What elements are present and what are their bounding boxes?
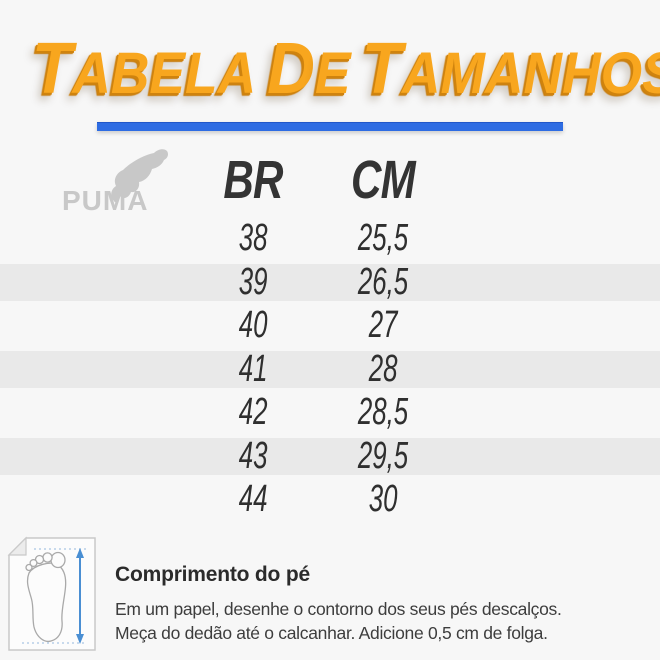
table-row: 40 27 [0, 304, 660, 348]
foot-measure-svg [7, 536, 96, 651]
column-header-br: BR [198, 149, 308, 211]
br-size-value: 43 [238, 434, 268, 477]
size-table: 38 25,5 39 26,5 40 27 41 28 42 28,5 43 2… [0, 217, 660, 522]
table-row: 41 28 [0, 347, 660, 392]
column-header-cm: CM [328, 149, 438, 211]
puma-logo-svg: PUMA [62, 149, 168, 216]
br-size-cell: 39 [198, 261, 308, 305]
cm-size-value: 30 [368, 478, 398, 521]
table-row: 44 30 [0, 478, 660, 522]
br-size-cell: 43 [198, 435, 308, 479]
cm-size-value: 29,5 [357, 434, 409, 477]
cm-size-cell: 27 [328, 304, 438, 348]
br-size-value: 38 [238, 217, 268, 260]
cm-size-cell: 26,5 [328, 261, 438, 305]
page-title: Tabela de Tamanhos [26, 29, 660, 110]
cm-size-cell: 30 [328, 478, 438, 522]
measure-arrow-icon [22, 548, 86, 644]
puma-logo: PUMA [52, 148, 177, 220]
cm-size-value: 28 [368, 347, 398, 390]
br-size-value: 41 [238, 347, 268, 390]
cm-size-cell: 25,5 [328, 217, 438, 261]
paper-fold-corner [7, 536, 27, 556]
br-size-value: 40 [238, 304, 268, 347]
cm-size-value: 27 [368, 304, 398, 347]
br-size-cell: 40 [198, 304, 308, 348]
title-word: Tabela [31, 29, 257, 109]
puma-wordmark: PUMA [62, 185, 148, 216]
br-size-value: 44 [238, 478, 268, 521]
cm-size-value: 25,5 [357, 217, 409, 260]
foot-outline [25, 551, 67, 643]
br-size-value: 39 [238, 260, 268, 303]
measuring-instructions: Comprimento do pé Em um papel, desenhe o… [115, 563, 655, 645]
column-header-br-label: BR [223, 150, 283, 210]
column-header-cm-label: CM [351, 150, 416, 210]
title-word: de [267, 29, 351, 109]
br-size-cell: 42 [198, 391, 308, 435]
instructions-line: Em um papel, desenhe o contorno dos seus… [115, 599, 562, 619]
table-row: 42 28,5 [0, 391, 660, 435]
title-word: Tamanhos [361, 29, 660, 109]
cm-size-cell: 29,5 [328, 435, 438, 479]
cm-size-cell: 28,5 [328, 391, 438, 435]
br-size-cell: 38 [198, 217, 308, 261]
title-underline [97, 122, 563, 131]
br-size-cell: 41 [198, 348, 308, 392]
table-row: 43 29,5 [0, 434, 660, 479]
cm-size-value: 28,5 [357, 391, 409, 434]
instructions-line: Meça do dedão até o calcanhar. Adicione … [115, 623, 548, 643]
instructions-heading: Comprimento do pé [115, 563, 310, 586]
cm-size-value: 26,5 [357, 260, 409, 303]
br-size-value: 42 [238, 391, 268, 434]
table-row: 38 25,5 [0, 217, 660, 261]
br-size-cell: 44 [198, 478, 308, 522]
puma-cat-icon [111, 149, 168, 203]
table-header: BR CM [0, 149, 660, 211]
foot-measure-icon [6, 535, 98, 658]
cm-size-cell: 28 [328, 348, 438, 392]
table-row: 39 26,5 [0, 260, 660, 305]
